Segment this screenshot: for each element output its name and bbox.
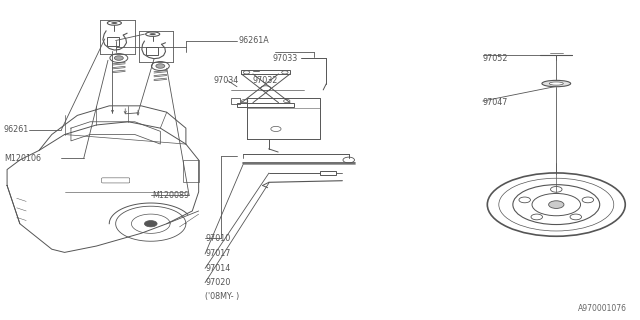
Text: M120089: M120089: [153, 190, 190, 200]
Text: 97020: 97020: [205, 278, 230, 287]
Text: 97034: 97034: [213, 76, 239, 85]
Text: 97014: 97014: [205, 264, 230, 273]
Text: 97032: 97032: [253, 76, 278, 85]
Text: M120106: M120106: [4, 154, 41, 163]
Bar: [320, 171, 336, 175]
Text: ('08MY- ): ('08MY- ): [205, 292, 239, 300]
Circle shape: [145, 220, 157, 227]
Circle shape: [156, 64, 165, 68]
Bar: [182, 160, 198, 182]
Text: 97047: 97047: [483, 98, 508, 107]
Ellipse shape: [542, 80, 571, 87]
Ellipse shape: [150, 33, 156, 35]
Text: 96261A: 96261A: [239, 36, 269, 45]
Bar: [108, 37, 119, 46]
Text: 96261: 96261: [4, 125, 29, 134]
Ellipse shape: [111, 22, 118, 24]
Bar: [237, 103, 294, 108]
Circle shape: [115, 56, 124, 60]
Bar: [147, 47, 158, 55]
Text: A970001076: A970001076: [577, 304, 627, 313]
Bar: [230, 98, 240, 104]
Text: 97033: 97033: [272, 53, 298, 62]
Text: 97017: 97017: [205, 250, 230, 259]
Bar: [241, 70, 290, 74]
Text: 97052: 97052: [483, 53, 508, 62]
Circle shape: [548, 201, 564, 208]
Ellipse shape: [549, 82, 563, 85]
Text: 97010: 97010: [205, 234, 230, 243]
